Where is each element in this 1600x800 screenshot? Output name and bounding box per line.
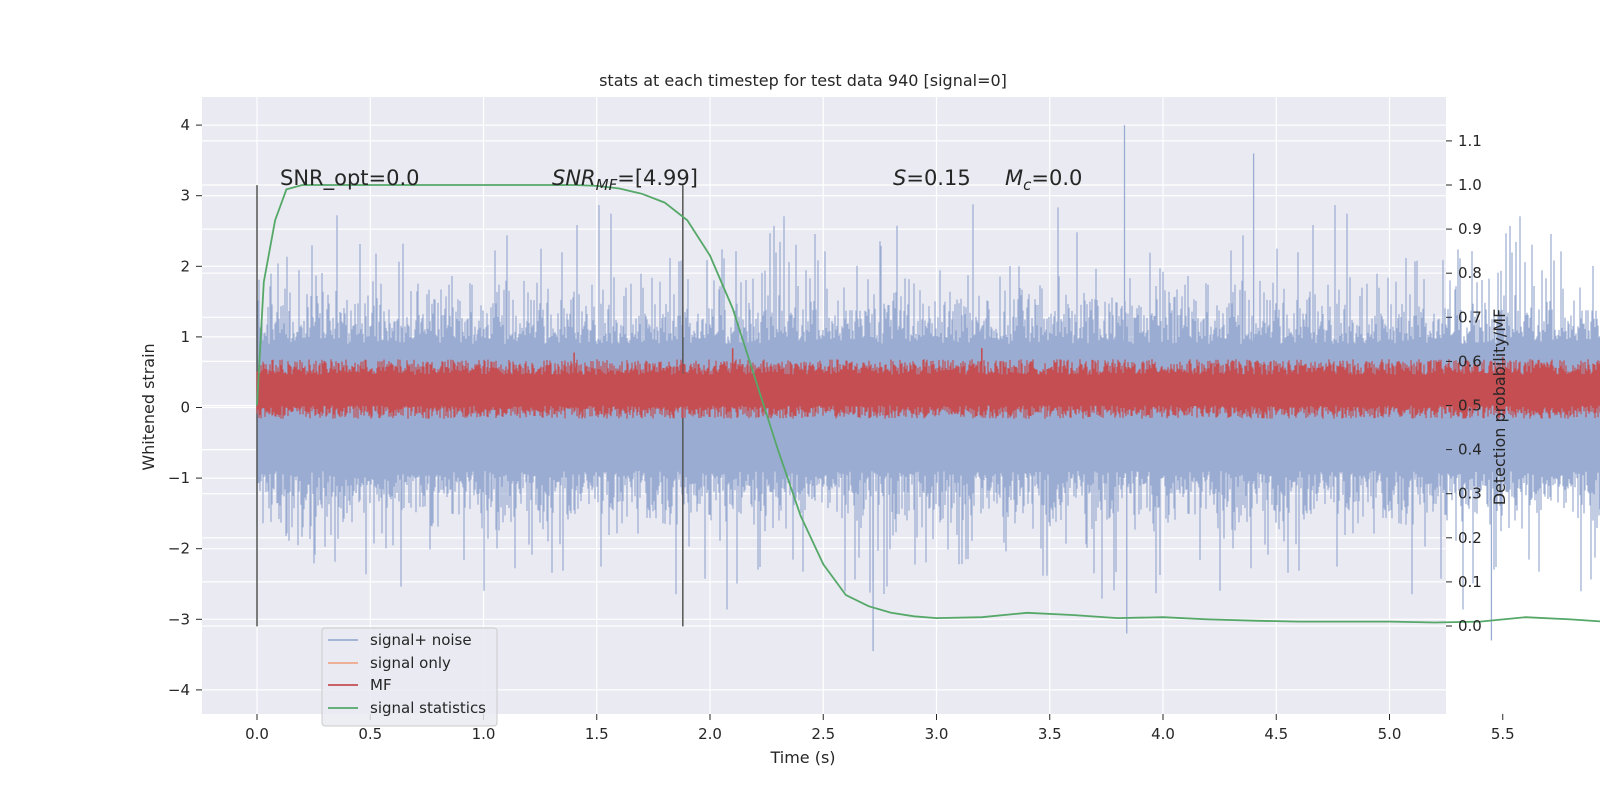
annotation-snr-opt: SNR_opt=0.0 [280, 166, 420, 191]
y-left-tick-label: −4 [168, 681, 190, 699]
y-left-tick-label: 3 [180, 187, 190, 205]
x-tick-label: 5.0 [1378, 725, 1402, 743]
y-axis-right-label: Detection probability/MF [1490, 309, 1509, 506]
y-right-tick-label: 0.7 [1458, 308, 1482, 326]
x-tick-label: 5.5 [1491, 725, 1515, 743]
x-tick-label: 3.0 [925, 725, 949, 743]
x-axis-label: Time (s) [769, 748, 835, 767]
y-left-tick-label: −3 [168, 610, 190, 628]
x-tick-label: 4.5 [1264, 725, 1288, 743]
x-tick-label: 0.0 [245, 725, 269, 743]
y-right-tick-label: 0.9 [1458, 220, 1482, 238]
x-tick-label: 3.5 [1038, 725, 1062, 743]
y-left-tick-label: 0 [180, 399, 190, 417]
legend-label-signal-noise: signal+ noise [370, 631, 472, 649]
y-right-tick-label: 1.0 [1458, 176, 1482, 194]
legend-label-signal-only: signal only [370, 654, 451, 672]
y-axis-left-label: Whitened strain [139, 343, 158, 470]
legend-label-mf: MF [370, 676, 392, 694]
y-right-tick-label: 0.0 [1458, 617, 1482, 635]
annotation-snr-mf: SNRMF=[4.99] [552, 166, 698, 194]
chart-title: stats at each timestep for test data 940… [599, 71, 1007, 90]
mf-line [256, 359, 1600, 419]
x-tick-label: 2.0 [698, 725, 722, 743]
x-tick-label: 0.5 [358, 725, 382, 743]
x-tick-label: 1.0 [472, 725, 496, 743]
legend: signal+ noise signal only MF signal stat… [321, 627, 498, 727]
legend-label-signal-statistics: signal statistics [370, 699, 486, 717]
y-right-tick-label: 0.8 [1458, 264, 1482, 282]
y-right-tick-label: 0.1 [1458, 573, 1482, 591]
x-tick-label: 1.5 [585, 725, 609, 743]
y-left-tick-label: 2 [180, 257, 190, 275]
y-right-tick-label: 0.5 [1458, 397, 1482, 415]
y-left-tick-label: 1 [180, 328, 190, 346]
x-tick-label: 4.0 [1151, 725, 1175, 743]
x-tick-label: 2.5 [811, 725, 835, 743]
annotation-s: S=0.15 [893, 166, 971, 190]
annotation-mc: Mc=0.0 [1005, 166, 1082, 194]
y-right-tick-label: 0.4 [1458, 441, 1482, 459]
y-left-tick-label: 4 [180, 116, 190, 134]
y-left-tick-label: −1 [168, 469, 190, 487]
signal-statistics-line [256, 184, 1600, 624]
y-right-tick-label: 0.2 [1458, 529, 1482, 547]
series-signal-statistics [256, 184, 1600, 624]
y-right-tick-label: 1.1 [1458, 132, 1482, 150]
legend-box [321, 627, 498, 727]
y-right-tick-label: 0.6 [1458, 352, 1482, 370]
y-left-tick-label: −2 [168, 540, 190, 558]
axis-ticks: 0.00.51.01.52.02.53.03.54.04.55.05.56.06… [168, 116, 1515, 743]
y-right-tick-label: 0.3 [1458, 485, 1482, 503]
